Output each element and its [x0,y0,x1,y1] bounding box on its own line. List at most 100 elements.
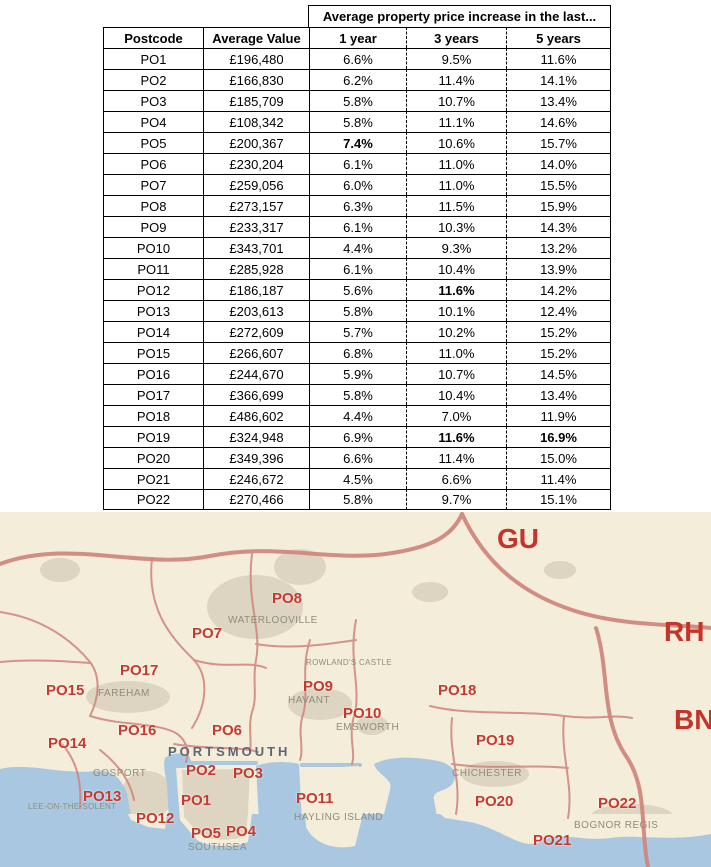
table-cell: 11.0% [406,174,506,195]
map-label-po19: PO19 [476,732,515,749]
table-row: PO4 £108,342 5.8% 11.1% 14.6% [103,111,611,132]
table-cell: £244,670 [203,363,309,384]
table-row: PO14 £272,609 5.7% 10.2% 15.2% [103,321,611,342]
table-cell: 4.4% [309,405,406,426]
price-table-section: Average property price increase in the l… [103,5,611,510]
table-cell: PO13 [103,300,203,321]
table-row: PO12 £186,187 5.6% 11.6% 14.2% [103,279,611,300]
table-cell: PO16 [103,363,203,384]
table-cell: PO10 [103,237,203,258]
column-header-5-years: 5 years [506,27,611,48]
table-cell: PO19 [103,426,203,447]
table-cell: PO2 [103,69,203,90]
table-cell: £272,609 [203,321,309,342]
map-label-po16: PO16 [118,722,157,739]
table-cell: £285,928 [203,258,309,279]
table-cell: 10.7% [406,90,506,111]
table-cell: 6.1% [309,153,406,174]
table-row: PO20 £349,396 6.6% 11.4% 15.0% [103,447,611,468]
table-row: PO16 £244,670 5.9% 10.7% 14.5% [103,363,611,384]
table-cell: PO11 [103,258,203,279]
table-cell: 13.9% [506,258,611,279]
table-cell: 14.1% [506,69,611,90]
table-cell: £324,948 [203,426,309,447]
table-row: PO6 £230,204 6.1% 11.0% 14.0% [103,153,611,174]
table-cell: 6.3% [309,195,406,216]
price-table: Postcode Average Value 1 year 3 years 5 … [103,27,611,510]
table-cell: 11.4% [506,468,611,489]
map-label-gu: GU [497,523,539,554]
table-cell: 11.9% [506,405,611,426]
table-cell: £108,342 [203,111,309,132]
table-cell: 5.8% [309,90,406,111]
map-label-po14: PO14 [48,735,87,752]
table-row: PO18 £486,602 4.4% 7.0% 11.9% [103,405,611,426]
table-cell: 11.6% [506,48,611,69]
table-cell: 5.8% [309,489,406,510]
table-cell: 6.0% [309,174,406,195]
table-cell: PO15 [103,342,203,363]
map-label-southsea: SOUTHSEA [188,842,248,853]
table-row: PO19 £324,948 6.9% 11.6% 16.9% [103,426,611,447]
table-cell: 6.8% [309,342,406,363]
table-cell: 9.5% [406,48,506,69]
table-cell: 11.6% [406,279,506,300]
table-cell: 9.3% [406,237,506,258]
table-cell: 14.5% [506,363,611,384]
map-label-po1: PO1 [181,792,212,809]
table-cell: 14.6% [506,111,611,132]
map-label-po15: PO15 [46,682,85,699]
table-body: PO1 £196,480 6.6% 9.5% 11.6% PO2 £166,830 6.2% 1… [103,48,611,510]
table-cell: 13.4% [506,90,611,111]
table-cell: £366,699 [203,384,309,405]
table-cell: £259,056 [203,174,309,195]
table-cell: £270,466 [203,489,309,510]
postcode-map: GU RH BN PO8 WATERLOOVILLE PO7 ROWLAND'S CASTL… [0,512,711,867]
table-cell: 16.9% [506,426,611,447]
table-cell: £186,187 [203,279,309,300]
table-cell: 11.4% [406,447,506,468]
map-label-po20: PO20 [475,793,514,810]
table-cell: £486,602 [203,405,309,426]
table-cell: 14.0% [506,153,611,174]
map-label-chichester: CHICHESTER [452,768,523,779]
table-cell: PO9 [103,216,203,237]
map-label-gosport: GOSPORT [93,768,147,779]
table-cell: £273,157 [203,195,309,216]
table-cell: 9.7% [406,489,506,510]
table-cell: PO22 [103,489,203,510]
table-cell: £196,480 [203,48,309,69]
map-label-po7: PO7 [192,625,223,642]
table-row: PO11 £285,928 6.1% 10.4% 13.9% [103,258,611,279]
table-cell: 4.4% [309,237,406,258]
table-cell: 14.2% [506,279,611,300]
map-label-po2: PO2 [186,762,217,779]
map-label-po4: PO4 [226,823,257,840]
table-cell: PO7 [103,174,203,195]
map-label-po9: PO9 [303,678,334,695]
table-cell: 10.4% [406,384,506,405]
table-cell: 15.2% [506,321,611,342]
table-span-header: Average property price increase in the l… [308,5,611,27]
map-label-po10: PO10 [343,705,382,722]
table-cell: 6.6% [406,468,506,489]
table-row: PO10 £343,701 4.4% 9.3% 13.2% [103,237,611,258]
table-cell: 6.1% [309,258,406,279]
table-cell: 15.7% [506,132,611,153]
table-row: PO3 £185,709 5.8% 10.7% 13.4% [103,90,611,111]
table-cell: 13.4% [506,384,611,405]
table-cell: PO12 [103,279,203,300]
table-cell: 10.2% [406,321,506,342]
column-header-3-years: 3 years [406,27,506,48]
map-label-po18: PO18 [438,682,477,699]
table-cell: 10.3% [406,216,506,237]
table-cell: 11.1% [406,111,506,132]
table-cell: 6.6% [309,447,406,468]
table-cell: 6.6% [309,48,406,69]
column-header-average-value: Average Value [203,27,309,48]
table-cell: 7.4% [309,132,406,153]
table-cell: £166,830 [203,69,309,90]
map-label-po8: PO8 [272,590,303,607]
table-cell: £200,367 [203,132,309,153]
table-header-row: Postcode Average Value 1 year 3 years 5 … [103,27,611,48]
